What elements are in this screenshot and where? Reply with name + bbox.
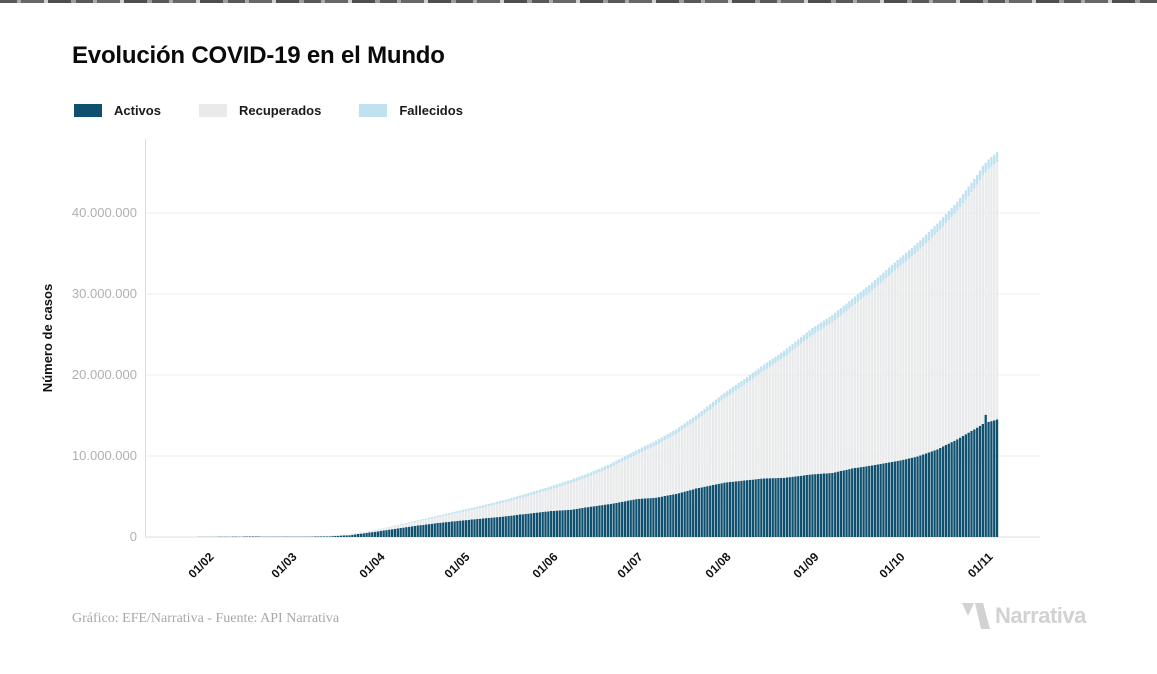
y-axis-tick-label: 10.000.000 bbox=[71, 448, 137, 463]
x-axis-tick-label: 01/09 bbox=[790, 549, 822, 581]
x-axis-tick-label: 01/07 bbox=[614, 549, 646, 581]
y-axis-title: Número de casos bbox=[40, 283, 55, 393]
chart-title: Evolución COVID-19 en el Mundo bbox=[72, 42, 445, 69]
legend-item-recuperados[interactable]: Recuperados bbox=[198, 103, 322, 118]
y-axis-tick-label: 0 bbox=[129, 529, 137, 544]
legend-item-fallecidos[interactable]: Fallecidos bbox=[359, 103, 463, 118]
legend-item-activos[interactable]: Activos bbox=[74, 103, 161, 118]
x-axis-tick-label: 01/08 bbox=[702, 549, 734, 581]
legend-label: Activos bbox=[114, 103, 161, 118]
logo-text: Narrativa bbox=[995, 603, 1086, 628]
legend-label: Recuperados bbox=[238, 103, 322, 118]
activos-series-bars bbox=[178, 414, 999, 537]
recuperados-swatch bbox=[198, 104, 227, 117]
x-axis-tick-label: 01/11 bbox=[964, 549, 996, 581]
y-axis-tick-label: 30.000.000 bbox=[71, 286, 137, 301]
y-axis-tick-label: 20.000.000 bbox=[71, 367, 137, 382]
fallecidos-swatch bbox=[359, 104, 388, 117]
x-axis-tick-label: 01/03 bbox=[268, 549, 300, 581]
x-axis-tick-label: 01/05 bbox=[441, 549, 473, 581]
chart-legend: Activos Recuperados Fallecidos bbox=[74, 103, 501, 118]
legend-label: Fallecidos bbox=[399, 103, 463, 118]
recuperados-series-bars bbox=[178, 161, 999, 537]
x-axis-tick-label: 01/04 bbox=[356, 549, 388, 581]
source-credit: Gráfico: EFE/Narrativa - Fuente: API Nar… bbox=[72, 611, 340, 626]
y-axis-tick-label: 40.000.000 bbox=[71, 205, 137, 220]
top-edge-artifact bbox=[0, 0, 1157, 3]
activos-swatch bbox=[74, 104, 102, 117]
stacked-bar-chart bbox=[145, 139, 1040, 538]
x-axis-tick-label: 01/06 bbox=[529, 549, 561, 581]
narrativa-logo: Narrativa bbox=[962, 602, 1086, 630]
narrativa-n-icon bbox=[962, 603, 990, 629]
x-axis-tick-label: 01/10 bbox=[875, 549, 908, 581]
x-axis-tick-label: 01/02 bbox=[185, 549, 217, 581]
